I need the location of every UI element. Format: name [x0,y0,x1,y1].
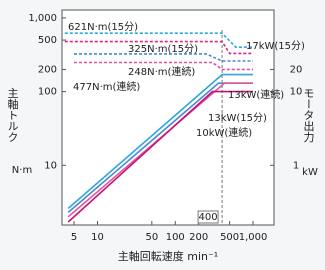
annotation: 17kW(15分) [246,40,305,52]
torque-line [74,53,253,62]
y-tick-label: 1,000 [28,13,57,24]
x-tick-label: 10 [91,232,104,243]
annotation: 13kW(連続) [228,88,284,101]
annotation: 10kW(連続) [196,126,252,139]
torque-line [64,40,253,55]
y-tick-label: 200 [38,64,57,75]
y2-axis-unit: kW [302,167,318,178]
y-tick-label: 100 [38,87,57,98]
y-axis-title: 主軸トルク [6,87,19,142]
y2-tick-label: 1 [293,160,299,171]
torque-line [64,32,253,48]
y2-tick-label: 10 [290,87,303,98]
x-tick-label: 500 [220,232,239,243]
torque-line [74,61,253,71]
x-tick-label: 5 [71,232,77,243]
annotation: 248N·m(連続) [128,65,195,78]
y2-tick-label: 20 [290,64,303,75]
annotation: 477N·m(連続) [73,80,140,93]
y2-axis-title: モータ出力 [302,88,315,143]
annotation: 13kW(15分) [208,112,267,124]
x-tick-label: 1,000 [239,232,268,243]
plot-area [61,9,275,226]
reference-label-box [197,210,219,224]
x-tick-label: 100 [166,232,185,243]
annotation: 325N·m(15分) [128,43,198,55]
power-line [67,82,253,218]
power-line [67,73,253,210]
x-tick-label: 50 [145,232,158,243]
y-tick-label: 500 [38,35,57,46]
annotation: 621N·m(15分) [68,21,138,33]
power-line [67,90,253,223]
reference-label: 400 [199,212,218,223]
x-axis-title: 主軸回転速度 min⁻¹ [118,249,218,263]
x-tick-label: 200 [189,232,208,243]
y-axis-unit: N·m [12,165,32,176]
y-tick-label: 10 [44,160,57,171]
